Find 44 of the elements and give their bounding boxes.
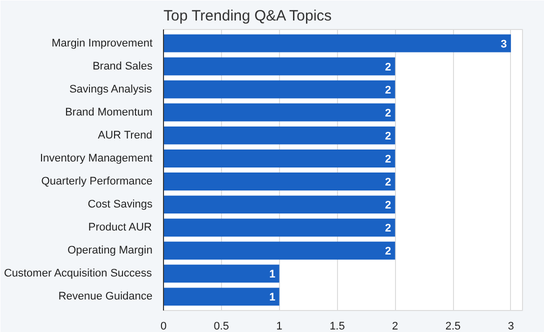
data-label: 2: [384, 84, 392, 96]
y-tick-label: Operating Margin: [68, 244, 153, 257]
x-tick-label: 0: [160, 320, 167, 332]
chart-title: Top Trending Q&A Topics: [164, 8, 332, 24]
x-tick-label: 1.5: [330, 320, 345, 332]
bar: [164, 172, 396, 190]
y-tick-label: Cost Savings: [88, 198, 153, 211]
x-tick-label: 3: [508, 320, 514, 332]
y-tick-label: AUR Trend: [98, 129, 152, 142]
y-tick-label: Product AUR: [88, 222, 152, 234]
bar: [164, 288, 280, 306]
bar: [164, 218, 396, 237]
bar: [164, 57, 396, 76]
bar: [164, 126, 396, 144]
data-label: 2: [384, 176, 392, 189]
bar: [164, 103, 396, 122]
data-label: 2: [384, 61, 392, 74]
data-label: 2: [384, 153, 392, 166]
y-tick-label: Savings Analysis: [69, 83, 152, 96]
data-label: 2: [384, 222, 392, 235]
bar: [164, 150, 396, 168]
x-tick-label: 2.5: [445, 320, 461, 332]
y-tick-label: Brand Momentum: [65, 106, 153, 118]
x-tick-label: 0.5: [214, 320, 230, 332]
data-label: 1: [269, 268, 276, 281]
x-tick-label: 2: [392, 320, 398, 332]
y-tick-label: Customer Acquisition Success: [4, 268, 152, 280]
x-tick-label: 1: [276, 320, 282, 332]
bar: [164, 242, 396, 260]
data-label: 1: [269, 292, 276, 304]
data-label: 2: [384, 246, 392, 258]
y-tick-label: Revenue Guidance: [58, 290, 153, 303]
bar: [164, 34, 511, 52]
y-tick-label: Inventory Management: [40, 152, 153, 164]
y-tick-label: Margin Improvement: [52, 37, 153, 50]
bar: [164, 264, 280, 283]
y-tick-label: Quarterly Performance: [41, 176, 153, 188]
bar: [164, 80, 396, 98]
data-label: 2: [384, 107, 392, 120]
y-tick-label: Brand Sales: [92, 60, 153, 72]
data-label: 2: [384, 200, 392, 212]
data-label: 2: [384, 130, 392, 142]
data-label: 3: [500, 38, 507, 50]
bar: [164, 196, 396, 214]
